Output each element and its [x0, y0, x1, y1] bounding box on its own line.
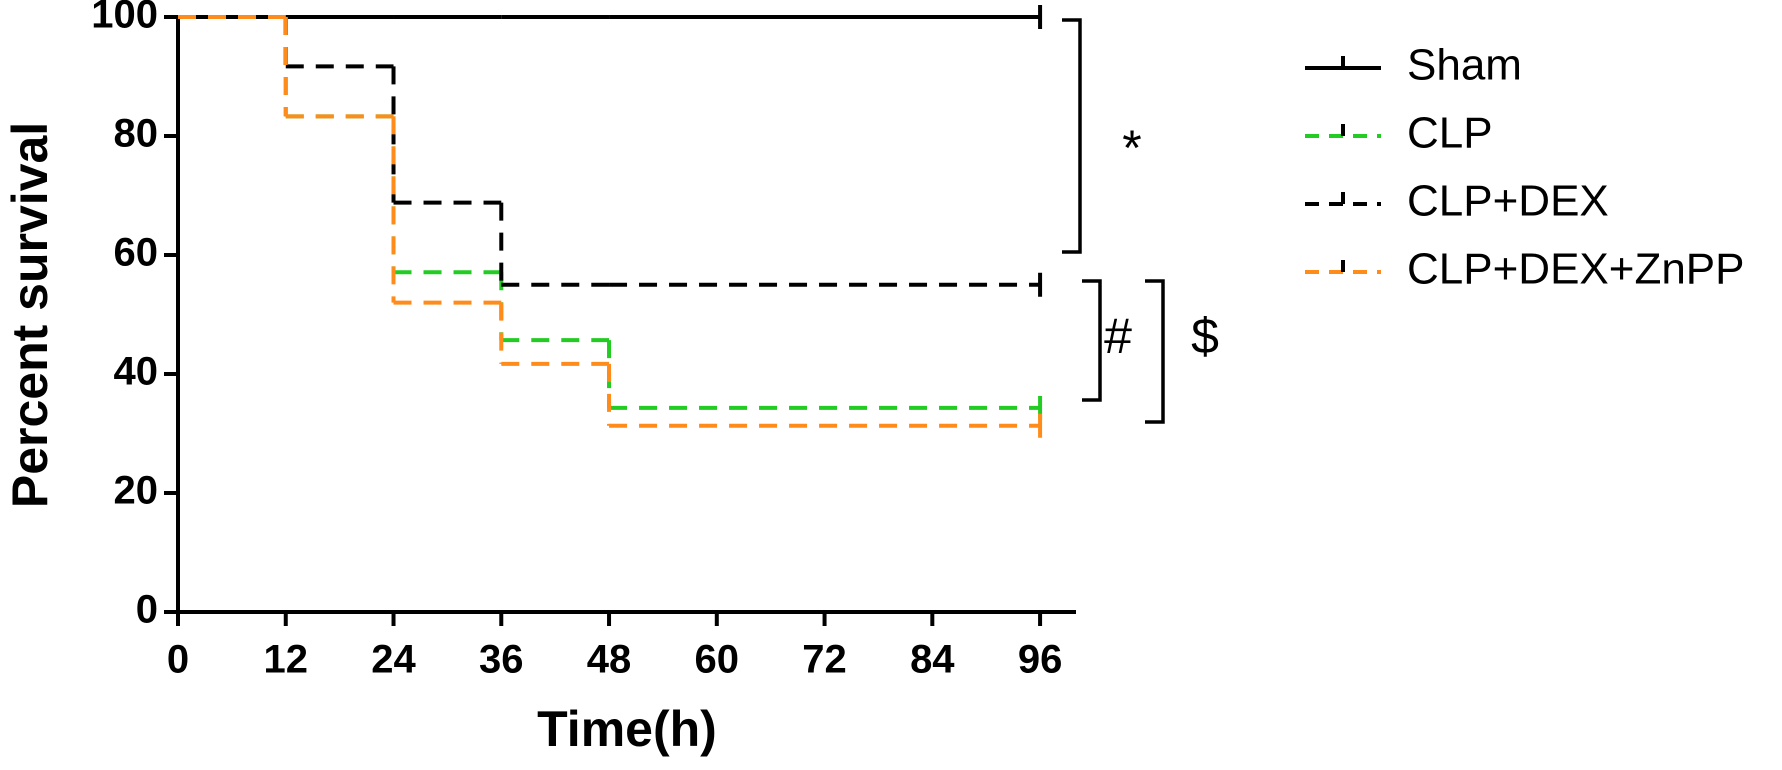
y-tick-label: 0 [136, 588, 158, 632]
y-tick-label: 100 [91, 0, 158, 37]
bracket [1062, 18, 1082, 254]
legend-label: Sham [1407, 41, 1522, 90]
x-axis-title: Time(h) [537, 701, 717, 757]
x-tick-label: 0 [167, 638, 189, 682]
x-tick-label: 84 [910, 638, 955, 682]
annotation: $ [1191, 308, 1219, 364]
x-tick-label: 36 [479, 638, 524, 682]
bracket [1082, 279, 1102, 402]
bracket [1145, 279, 1165, 424]
legend-label: CLP+DEX [1407, 177, 1609, 226]
y-tick-label: 40 [114, 350, 159, 394]
annotation: # [1104, 308, 1132, 364]
annotation: * [1122, 120, 1141, 176]
x-tick-label: 96 [1018, 638, 1063, 682]
y-tick-label: 60 [114, 231, 159, 275]
x-tick-label: 72 [802, 638, 847, 682]
y-axis-title: Percent survival [2, 122, 58, 508]
brackets [1062, 18, 1165, 424]
legend-label: CLP [1407, 109, 1493, 158]
legend-label: CLP+DEX+ZnPP [1407, 245, 1745, 294]
y-tick-label: 20 [114, 469, 159, 513]
x-tick-label: 24 [371, 638, 416, 682]
x-tick-label: 48 [587, 638, 632, 682]
x-tick-label: 60 [695, 638, 740, 682]
x-tick-label: 12 [264, 638, 309, 682]
y-tick-label: 80 [114, 112, 159, 156]
